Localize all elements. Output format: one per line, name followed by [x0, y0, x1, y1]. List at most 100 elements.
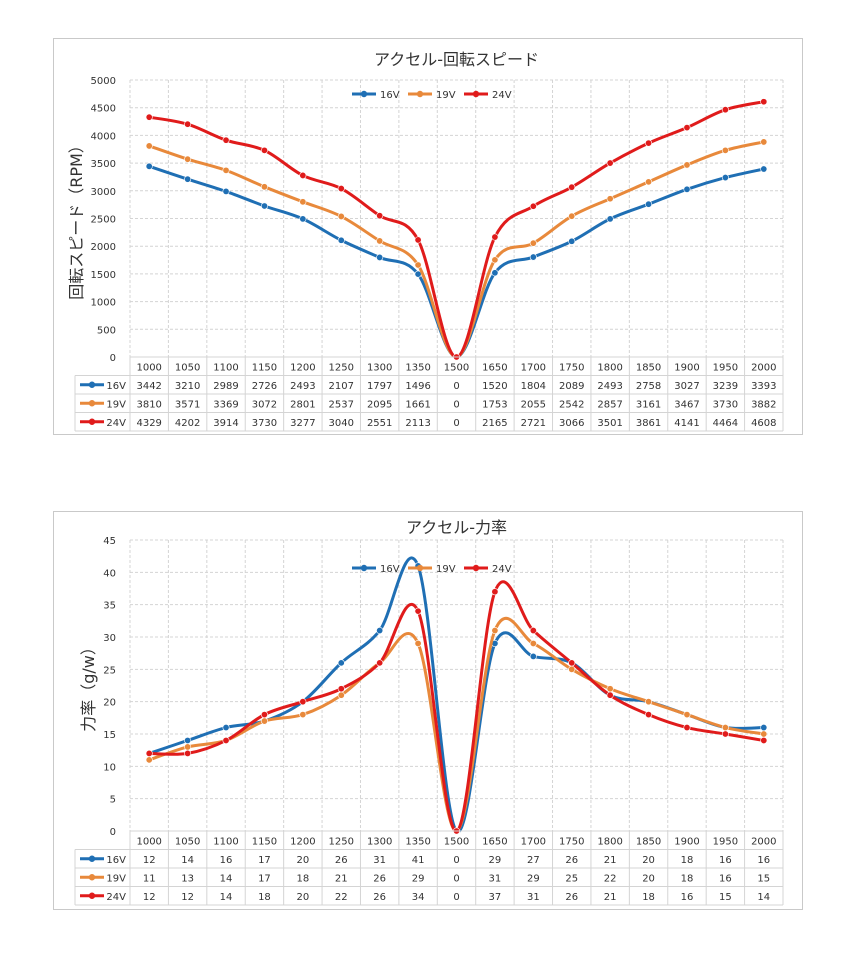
table-cell: 3040 [329, 418, 354, 429]
table-cell: 26 [373, 892, 386, 903]
table-cell: 27 [527, 855, 540, 866]
data-point-19V [606, 195, 614, 203]
y-axis-title: 回転スピード（RPM） [67, 137, 86, 300]
table-cell: 3442 [136, 381, 161, 392]
y-tick-label: 5000 [91, 76, 116, 87]
data-point-24V [260, 711, 268, 719]
table-cell: 3571 [175, 399, 200, 410]
y-axis-title: 力率（g/w） [79, 639, 98, 732]
table-row-label: 24V [106, 892, 126, 903]
table-cell: 14 [220, 892, 233, 903]
data-point-24V [568, 659, 576, 667]
data-point-19V [760, 138, 768, 146]
x-tick-label: 1950 [713, 362, 738, 373]
y-tick-label: 3000 [91, 187, 116, 198]
table-cell: 0 [453, 892, 459, 903]
table-key-marker-24V [88, 892, 96, 899]
table-cell: 25 [565, 873, 578, 884]
legend-marker-16V [360, 564, 368, 572]
data-point-16V [568, 237, 576, 245]
table-cell: 18 [642, 892, 655, 903]
table-cell: 12 [143, 892, 156, 903]
x-tick-label: 1050 [175, 362, 200, 373]
y-tick-label: 30 [103, 633, 116, 644]
table-cell: 16 [681, 892, 694, 903]
table-cell: 3467 [674, 399, 699, 410]
data-point-24V [145, 749, 153, 757]
y-tick-label: 1000 [91, 298, 116, 309]
table-cell: 2726 [252, 381, 277, 392]
legend-label: 16V [380, 564, 400, 575]
table-cell: 20 [642, 873, 655, 884]
table-cell: 14 [181, 855, 194, 866]
table-cell: 15 [719, 892, 732, 903]
data-point-16V [683, 185, 691, 193]
table-cell: 3161 [636, 399, 661, 410]
data-point-24V [721, 730, 729, 738]
table-cell: 2113 [405, 418, 430, 429]
table-cell: 21 [604, 892, 617, 903]
x-tick-label: 1100 [213, 836, 238, 847]
table-cell: 1804 [521, 381, 546, 392]
x-tick-label: 1800 [597, 836, 622, 847]
table-key-marker-19V [88, 400, 96, 407]
data-point-16V [376, 627, 384, 635]
table-cell: 1520 [482, 381, 507, 392]
table-cell: 21 [335, 873, 348, 884]
data-point-19V [299, 711, 307, 719]
data-point-19V [721, 724, 729, 732]
x-tick-label: 1650 [482, 836, 507, 847]
x-tick-label: 1250 [329, 362, 354, 373]
table-cell: 3914 [213, 418, 238, 429]
x-tick-label: 1650 [482, 362, 507, 373]
table-cell: 29 [489, 855, 502, 866]
data-point-16V [337, 236, 345, 244]
table-cell: 22 [335, 892, 348, 903]
power-ratio-chart: アクセル-力率 0 5 10 15 20 25 30 35 40 45 力率（g/w） 16V 19V 24… [74, 518, 784, 906]
data-point-19V [337, 212, 345, 220]
data-point-24V [260, 146, 268, 154]
table-key-marker-16V [88, 855, 96, 862]
data-point-19V [337, 691, 345, 699]
data-point-24V [568, 183, 576, 191]
legend-marker-19V [416, 90, 424, 98]
table-cell: 3066 [559, 418, 584, 429]
table-cell: 12 [181, 892, 194, 903]
table-cell: 2801 [290, 399, 315, 410]
data-point-16V [645, 200, 653, 208]
x-tick-label: 1000 [136, 836, 161, 847]
legend-label: 19V [436, 564, 456, 575]
table-row-label: 19V [106, 873, 126, 884]
table-cell: 18 [296, 873, 309, 884]
x-tick-label: 1050 [175, 836, 200, 847]
data-point-19V [414, 639, 422, 647]
data-point-16V [299, 215, 307, 223]
table-cell: 3369 [213, 399, 238, 410]
table-cell: 3861 [636, 418, 661, 429]
y-tick-label: 3500 [91, 159, 116, 170]
data-point-19V [721, 146, 729, 154]
x-tick-label: 1350 [405, 362, 430, 373]
y-tick-label: 1500 [91, 270, 116, 281]
data-point-19V [491, 627, 499, 635]
series-line-19V [148, 140, 765, 359]
data-point-19V [645, 178, 653, 186]
x-tick-label: 1350 [405, 836, 430, 847]
table-cell: 0 [453, 381, 459, 392]
x-tick-label: 1300 [367, 836, 392, 847]
data-point-19V [145, 142, 153, 150]
power-ratio-chart-panel: アクセル-力率 0 5 10 15 20 25 30 35 40 45 力率（g/w） 16V 19V 24… [53, 511, 803, 910]
table-cell: 17 [258, 873, 271, 884]
table-row-label: 24V [106, 418, 126, 429]
chart-title: アクセル-力率 [406, 518, 507, 537]
y-tick-label: 500 [97, 325, 116, 336]
data-point-19V [683, 161, 691, 169]
table-cell: 15 [757, 873, 770, 884]
table-cell: 2055 [521, 399, 546, 410]
data-point-16V [145, 162, 153, 170]
table-key-marker-19V [88, 874, 96, 881]
y-tick-label: 4500 [91, 104, 116, 115]
rpm-chart-panel: アクセル-回転スピード 0 500 1000 1500 2000 2500 3000 3500 4… [53, 38, 803, 435]
table-row-label: 19V [106, 399, 126, 410]
y-tick-label: 5 [110, 795, 116, 806]
